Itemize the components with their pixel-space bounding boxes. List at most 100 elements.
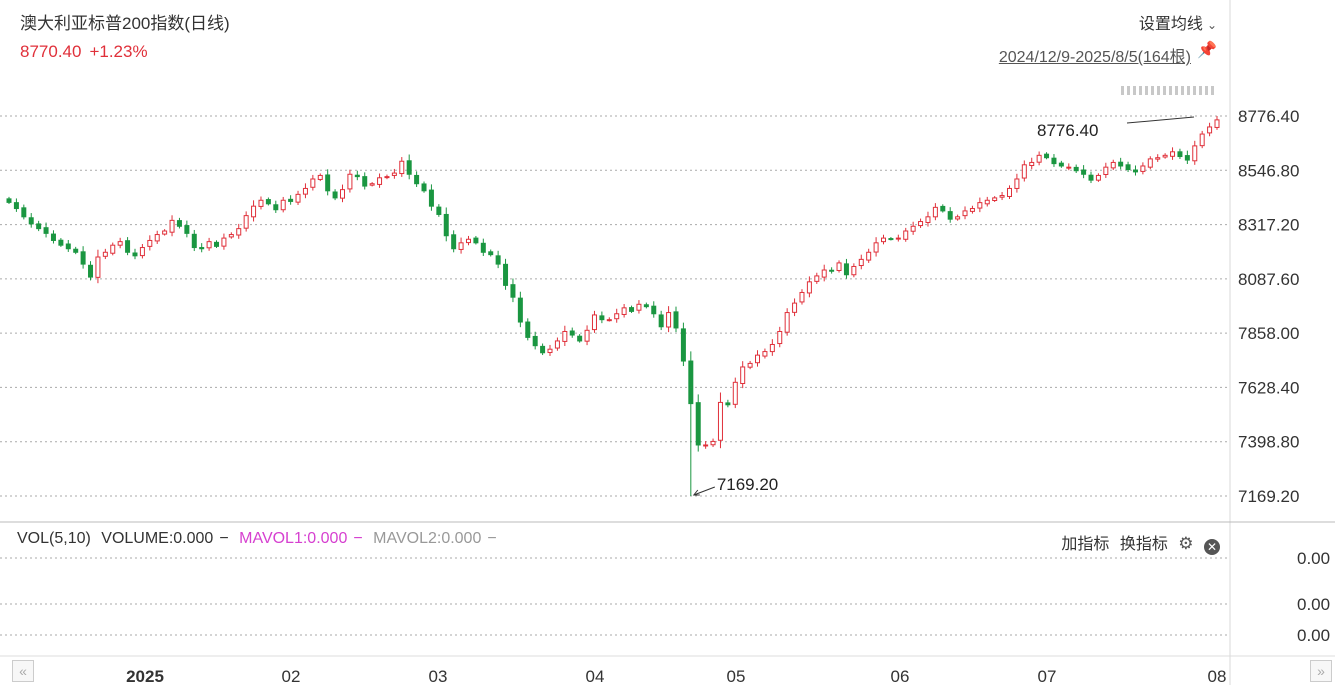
range-marker	[1175, 86, 1178, 95]
candle-body	[243, 215, 249, 229]
candle-body	[1147, 158, 1153, 168]
y-tick-label: 8317.20	[1238, 216, 1299, 235]
candle-body	[1006, 187, 1012, 197]
range-marker	[1163, 86, 1166, 95]
candle-body	[903, 230, 909, 240]
candle-body	[1207, 126, 1213, 134]
candle-body	[21, 207, 27, 218]
candle-body	[1155, 157, 1161, 160]
candle-body	[762, 351, 768, 357]
candle-body	[1029, 161, 1035, 167]
range-marker	[1187, 86, 1190, 95]
candle-body	[125, 240, 131, 253]
pin-icon[interactable]: 📌	[1197, 42, 1217, 59]
candle-body	[680, 328, 686, 362]
candle-body	[940, 205, 946, 212]
candle-body	[347, 173, 353, 190]
candle-body	[688, 360, 694, 405]
candle-body	[206, 241, 212, 249]
candle-body	[732, 381, 738, 405]
candle-body	[955, 216, 961, 220]
scroll-left-button[interactable]: «	[12, 660, 34, 682]
candle-body	[1088, 174, 1094, 181]
min-arrow-head	[692, 489, 700, 496]
candle-body	[50, 233, 56, 241]
range-marker	[1181, 86, 1184, 95]
range-marker	[1193, 86, 1196, 95]
candle-body	[503, 263, 509, 286]
candle-body	[317, 174, 323, 180]
candle-body	[384, 176, 390, 179]
candle-body	[532, 335, 538, 347]
x-tick-label: 08	[1208, 667, 1227, 685]
candle-body	[339, 189, 345, 199]
min-label: 7169.20	[717, 475, 778, 494]
candle-body	[984, 199, 990, 205]
candle-body	[258, 199, 264, 207]
candle-body	[1095, 174, 1101, 181]
candle-body	[1184, 155, 1190, 161]
candle-body	[421, 183, 427, 192]
range-marker	[1169, 86, 1172, 95]
candle-body	[666, 312, 672, 328]
candle-body	[569, 330, 575, 336]
x-tick-label: 2025	[126, 667, 164, 685]
ma-setting-button[interactable]: 设置均线 ⌄	[1139, 10, 1217, 34]
candle-body	[651, 305, 657, 315]
gear-icon[interactable]: ⚙	[1178, 534, 1194, 553]
candle-body	[65, 243, 71, 250]
candle-body	[428, 189, 434, 207]
candle-body	[755, 354, 761, 364]
candle-body	[58, 239, 64, 246]
candle-body	[1192, 145, 1198, 162]
candle-body	[102, 251, 108, 257]
y-tick-label: 8776.40	[1238, 107, 1299, 126]
vol-volume: VOLUME:0.000	[101, 530, 214, 547]
scroll-right-button[interactable]: »	[1310, 660, 1332, 682]
range-marker	[1133, 86, 1136, 95]
add-indicator-button[interactable]: 加指标	[1061, 536, 1110, 553]
candle-body	[199, 247, 205, 250]
x-tick-label: 07	[1038, 667, 1057, 685]
candle-body	[777, 330, 783, 345]
candle-body	[740, 366, 746, 385]
candle-body	[1132, 169, 1138, 173]
candle-body	[814, 275, 820, 282]
vol-tick-label: 0.00	[1297, 626, 1330, 645]
range-marker	[1151, 86, 1154, 95]
close-icon[interactable]: ✕	[1204, 539, 1220, 555]
candle-body	[554, 340, 560, 349]
candle-body	[784, 312, 790, 333]
candle-body	[6, 198, 12, 203]
candle-body	[251, 205, 257, 218]
candle-body	[999, 195, 1005, 198]
candle-body	[992, 197, 998, 202]
candle-body	[1014, 178, 1020, 189]
candle-body	[310, 178, 316, 188]
candle-body	[443, 213, 449, 237]
x-tick-label: 06	[891, 667, 910, 685]
switch-indicator-button[interactable]: 换指标	[1119, 536, 1168, 553]
dash-icon: −	[219, 530, 229, 547]
candle-body	[1036, 154, 1042, 163]
candle-body	[184, 225, 190, 234]
candle-body	[325, 174, 331, 192]
vol-name: VOL(5,10)	[17, 530, 91, 547]
y-tick-label: 7169.20	[1238, 487, 1299, 506]
volume-legend: VOL(5,10) VOLUME:0.000− MAVOL1:0.000− MA…	[17, 530, 503, 548]
candle-body	[488, 251, 494, 256]
candle-body	[969, 208, 975, 212]
price-change: +1.23%	[89, 42, 148, 61]
candle-body	[265, 199, 271, 205]
candle-body	[621, 307, 627, 315]
candle-body	[162, 230, 168, 235]
date-range-link[interactable]: 2024/12/9-2025/8/5(164根)	[998, 49, 1191, 66]
candle-body	[947, 211, 953, 220]
candle-body	[977, 202, 983, 209]
candle-body	[95, 256, 101, 278]
candle-body	[851, 265, 857, 276]
candle-body	[354, 174, 360, 178]
candle-body	[636, 303, 642, 311]
